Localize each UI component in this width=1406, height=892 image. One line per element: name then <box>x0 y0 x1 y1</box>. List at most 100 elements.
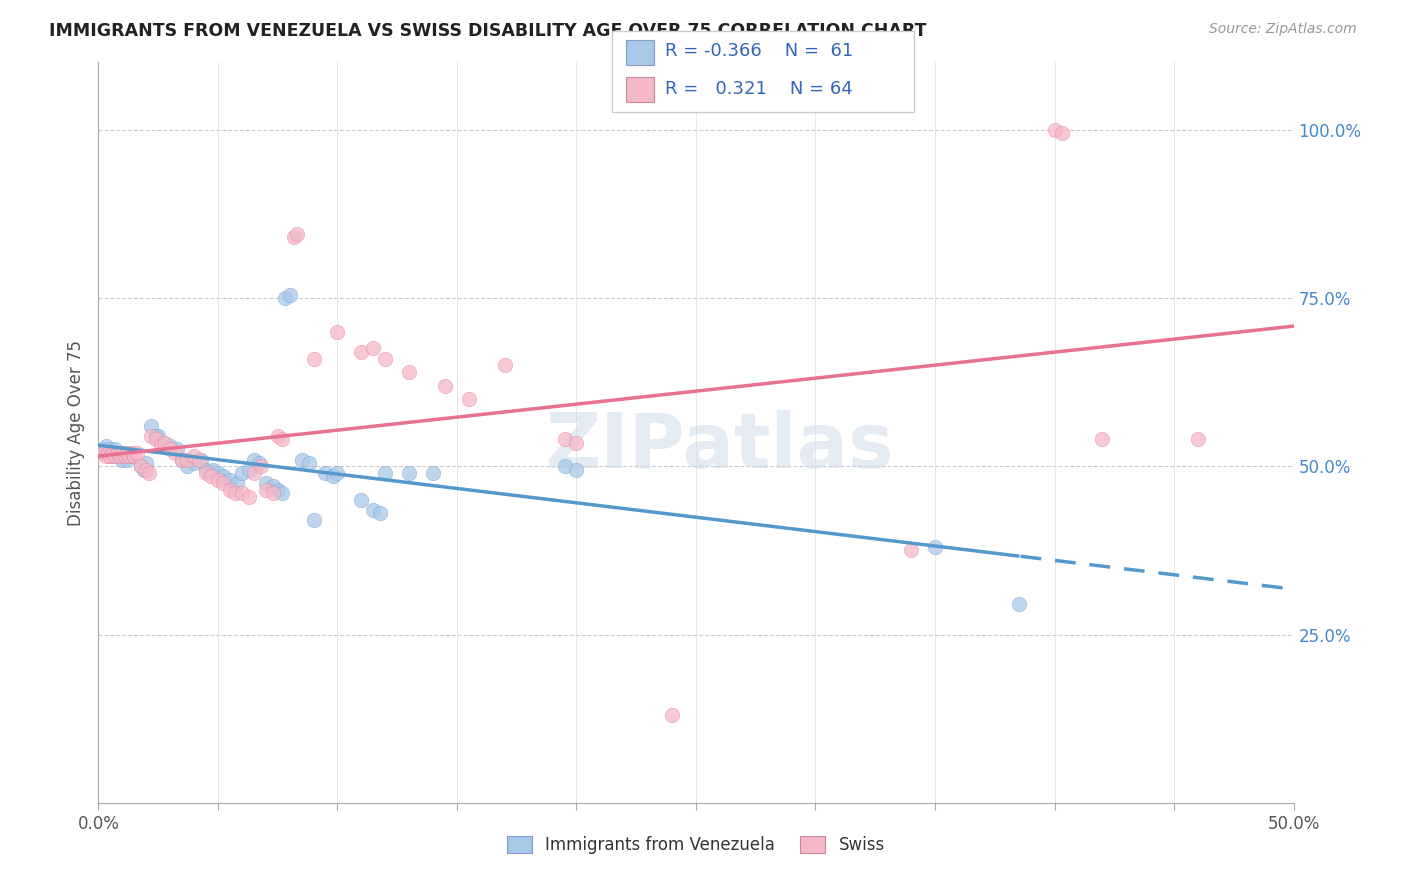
Point <box>111 446 134 460</box>
Point <box>195 462 218 476</box>
Point <box>135 456 157 470</box>
Point <box>114 449 136 463</box>
Point <box>315 466 337 480</box>
Point <box>250 459 273 474</box>
Text: Source: ZipAtlas.com: Source: ZipAtlas.com <box>1209 22 1357 37</box>
Point <box>267 483 290 497</box>
Point <box>554 433 576 447</box>
Point <box>114 449 136 463</box>
Point <box>131 459 153 474</box>
Point <box>285 227 308 241</box>
Point <box>125 446 148 460</box>
Point <box>254 476 277 491</box>
Point <box>94 449 117 463</box>
Point <box>554 459 576 474</box>
Point <box>97 446 120 460</box>
Point <box>111 452 134 467</box>
Point <box>200 469 222 483</box>
Point <box>148 429 170 443</box>
Point <box>494 359 516 373</box>
Point <box>224 486 246 500</box>
Point <box>326 466 349 480</box>
Point <box>1187 433 1209 447</box>
Point <box>374 351 396 366</box>
Point <box>138 466 160 480</box>
Point <box>219 473 242 487</box>
Point <box>278 287 301 301</box>
Point <box>207 473 229 487</box>
Point <box>226 476 249 491</box>
Point <box>131 459 153 474</box>
Point <box>159 439 181 453</box>
Legend: Immigrants from Venezuela, Swiss: Immigrants from Venezuela, Swiss <box>501 830 891 861</box>
Point <box>108 449 131 463</box>
Point <box>159 442 181 457</box>
Point <box>565 435 588 450</box>
Point <box>107 446 129 460</box>
Point <box>458 392 481 406</box>
Point <box>422 466 444 480</box>
Point <box>274 291 297 305</box>
Point <box>118 449 141 463</box>
Point <box>163 446 186 460</box>
Point <box>135 462 157 476</box>
Point <box>176 452 198 467</box>
Point <box>202 462 225 476</box>
Text: R = -0.366    N =  61: R = -0.366 N = 61 <box>665 42 853 61</box>
Point <box>219 483 242 497</box>
Point <box>661 708 683 723</box>
Point <box>398 365 420 379</box>
Point <box>132 462 155 476</box>
Point <box>172 452 194 467</box>
Point <box>207 466 229 480</box>
Point <box>94 439 117 453</box>
Point <box>238 462 260 476</box>
Point <box>183 456 205 470</box>
Point <box>302 351 325 366</box>
Point <box>1091 433 1114 447</box>
Point <box>298 456 321 470</box>
Point <box>283 230 305 244</box>
Text: ZIPatlas: ZIPatlas <box>546 410 894 484</box>
Point <box>1008 597 1031 611</box>
Point <box>111 446 134 460</box>
Point <box>211 469 233 483</box>
Point <box>190 452 212 467</box>
Point <box>565 462 588 476</box>
Point <box>145 429 167 443</box>
Point <box>271 433 294 447</box>
Point <box>183 449 205 463</box>
Point <box>91 446 114 460</box>
Point <box>155 435 177 450</box>
Point <box>211 476 233 491</box>
Point <box>231 486 253 500</box>
Point <box>243 452 266 467</box>
Point <box>115 452 138 467</box>
Point <box>145 433 167 447</box>
Point <box>363 503 385 517</box>
Point <box>166 442 188 457</box>
Point <box>91 442 114 457</box>
Point <box>1050 126 1073 140</box>
Point <box>98 449 122 463</box>
Text: R =   0.321    N = 64: R = 0.321 N = 64 <box>665 80 853 98</box>
Point <box>104 442 127 457</box>
Point <box>108 449 131 463</box>
Point <box>107 446 129 460</box>
Point <box>363 342 385 356</box>
Point <box>262 479 284 493</box>
Point <box>322 469 344 483</box>
Point <box>243 466 266 480</box>
Point <box>98 449 122 463</box>
Point <box>291 452 314 467</box>
Point <box>238 490 260 504</box>
Point <box>124 449 146 463</box>
Point <box>231 466 253 480</box>
Point <box>271 486 294 500</box>
Text: IMMIGRANTS FROM VENEZUELA VS SWISS DISABILITY AGE OVER 75 CORRELATION CHART: IMMIGRANTS FROM VENEZUELA VS SWISS DISAB… <box>49 22 927 40</box>
Point <box>149 439 172 453</box>
Point <box>247 456 270 470</box>
Point <box>267 429 290 443</box>
Point <box>104 449 127 463</box>
Point <box>176 459 198 474</box>
